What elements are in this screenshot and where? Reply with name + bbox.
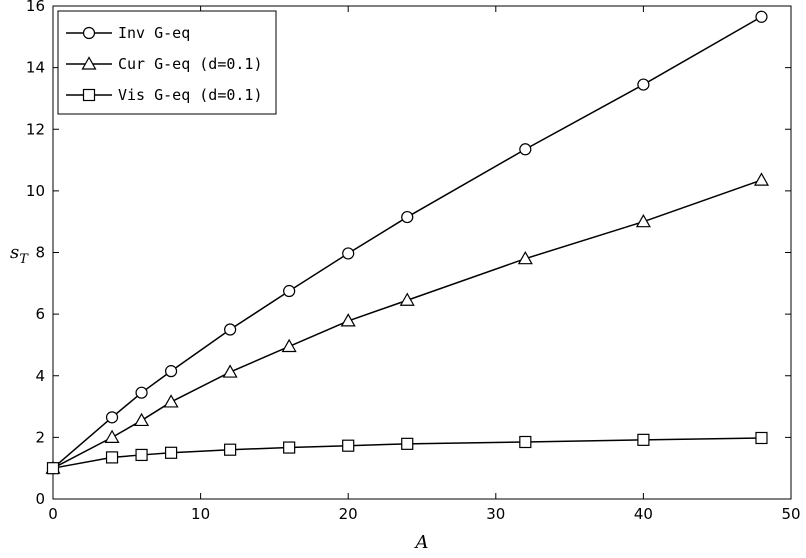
series-layer — [45, 10, 770, 475]
y-tick-label: 14 — [26, 59, 45, 77]
legend-label: Vis G-eq (d=0.1) — [118, 86, 263, 104]
y-tick-label: 0 — [35, 490, 45, 508]
data-point-square — [342, 439, 355, 452]
axis-ticks: 0 10 20 30 40 50 0 2 4 6 8 10 12 14 16 — [26, 0, 801, 523]
data-point-triangle — [222, 364, 238, 378]
legend-label: Cur G-eq (d=0.1) — [118, 55, 263, 73]
legend-marker-square — [82, 88, 96, 102]
y-tick-label: 2 — [35, 428, 45, 446]
x-axis-label: A — [414, 532, 429, 553]
legend-label: Inv G-eq — [118, 24, 190, 42]
data-point-triangle — [517, 250, 533, 265]
x-tick-label: 10 — [191, 505, 210, 523]
data-point-square — [224, 443, 237, 456]
x-tick-label: 20 — [339, 505, 358, 523]
data-point-square — [637, 433, 650, 446]
y-tick-label: 4 — [35, 367, 45, 385]
data-point-square — [283, 441, 296, 454]
data-point-triangle — [134, 412, 150, 427]
y-tick-label: 8 — [35, 244, 45, 262]
data-point-triangle — [163, 394, 179, 408]
x-tick-label: 30 — [486, 505, 505, 523]
data-point-square — [519, 435, 532, 449]
data-point-square — [401, 437, 414, 450]
series-3 — [46, 431, 768, 475]
data-point-triangle — [399, 292, 415, 306]
data-point-circle — [519, 143, 532, 156]
y-tick-label: 12 — [26, 120, 45, 138]
data-point-circle — [637, 78, 650, 91]
data-point-circle — [224, 323, 237, 336]
y-tick-label: 16 — [26, 0, 45, 15]
data-point-circle — [283, 284, 296, 298]
data-point-square — [755, 431, 768, 445]
data-point-square — [164, 446, 178, 459]
legend-marker-circle — [82, 26, 96, 40]
x-tick-label: 50 — [781, 505, 800, 523]
data-point-triangle — [340, 313, 356, 327]
y-axis-label: sT — [10, 242, 29, 267]
y-axis-label-base: s — [10, 242, 19, 263]
x-tick-label: 40 — [634, 505, 653, 523]
data-point-triangle — [104, 429, 120, 443]
legend: Inv G-eq Cur G-eq (d=0.1) Vis G-eq (d=0.1) — [57, 10, 277, 115]
data-point-circle — [105, 411, 119, 424]
y-tick-label: 10 — [26, 182, 45, 200]
data-point-circle — [135, 386, 148, 399]
series-1 — [46, 10, 768, 475]
data-point-triangle — [281, 338, 297, 353]
y-tick-label: 6 — [35, 305, 45, 323]
y-axis-label-subscript: T — [19, 252, 29, 267]
data-point-circle — [755, 10, 768, 23]
data-point-triangle — [635, 213, 651, 228]
data-point-square — [46, 462, 60, 475]
data-point-circle — [342, 247, 355, 260]
data-point-triangle — [753, 172, 770, 186]
data-point-circle — [164, 365, 178, 378]
data-point-square — [135, 448, 148, 462]
data-point-square — [105, 451, 119, 464]
legend-marker-triangle — [81, 56, 97, 70]
x-tick-label: 0 — [48, 505, 58, 523]
data-point-circle — [401, 210, 414, 224]
